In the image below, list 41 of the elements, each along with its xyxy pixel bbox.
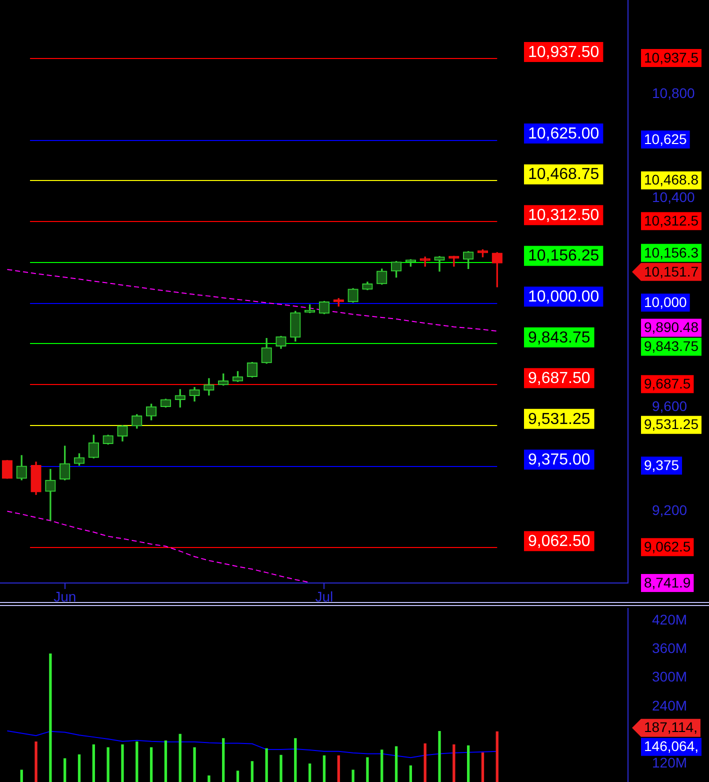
y-tick-label: 360M	[652, 640, 688, 656]
y-tick-label: 420M	[652, 611, 688, 628]
x-tick-label: Jul	[315, 588, 334, 604]
line-series	[6, 268, 498, 332]
ref-line-label: 9,375.00	[528, 452, 590, 469]
ref-line-label: 10,937.50	[528, 44, 600, 61]
text: 10,151.7	[644, 263, 699, 280]
text: 10,312.5	[644, 212, 699, 228]
text: 10,937.5	[644, 49, 699, 66]
text: 9,062.5	[644, 538, 691, 554]
text: 8,741.9	[644, 574, 691, 590]
text: 9,890.48	[644, 319, 699, 336]
text: 9,687.5	[644, 375, 691, 392]
y-tick-label: 240M	[652, 697, 688, 714]
y-tick-label: 9,200	[652, 502, 688, 518]
y-tick-label: 300M	[652, 668, 688, 685]
ref-line-label: 9,531.25	[528, 410, 590, 428]
text: 146,064,	[644, 738, 698, 754]
text: 9,843.75	[644, 338, 699, 354]
ref-line-label: 10,312.50	[528, 206, 600, 224]
y-tick-label: 9,600	[652, 398, 688, 414]
ref-line-label: 10,156.25	[528, 248, 600, 265]
ref-line-label: 10,625.00	[528, 125, 600, 142]
text: 9,375	[644, 456, 680, 473]
ref-line-label: 9,062.50	[528, 533, 590, 550]
x-tick-label: Jun	[54, 588, 76, 604]
line-series	[6, 510, 310, 583]
ref-line-label: 9,687.50	[528, 370, 590, 388]
text: 10,156.3	[644, 244, 699, 260]
candlestick	[45, 468, 56, 520]
text: 10,468.8	[644, 172, 699, 188]
ref-line-label: 9,843.75	[528, 329, 590, 346]
text: 187,114,	[644, 719, 698, 736]
text: 10,000	[644, 294, 688, 310]
ref-line-label: 10,000.00	[528, 288, 600, 306]
y-tick-label: 120M	[652, 754, 688, 771]
text: 10,625	[644, 130, 688, 147]
ref-line-label: 10,468.75	[528, 166, 600, 184]
y-tick-label: 10,400	[652, 189, 696, 206]
y-tick-label: 10,800	[652, 84, 696, 101]
text: 9,531.25	[644, 416, 699, 432]
